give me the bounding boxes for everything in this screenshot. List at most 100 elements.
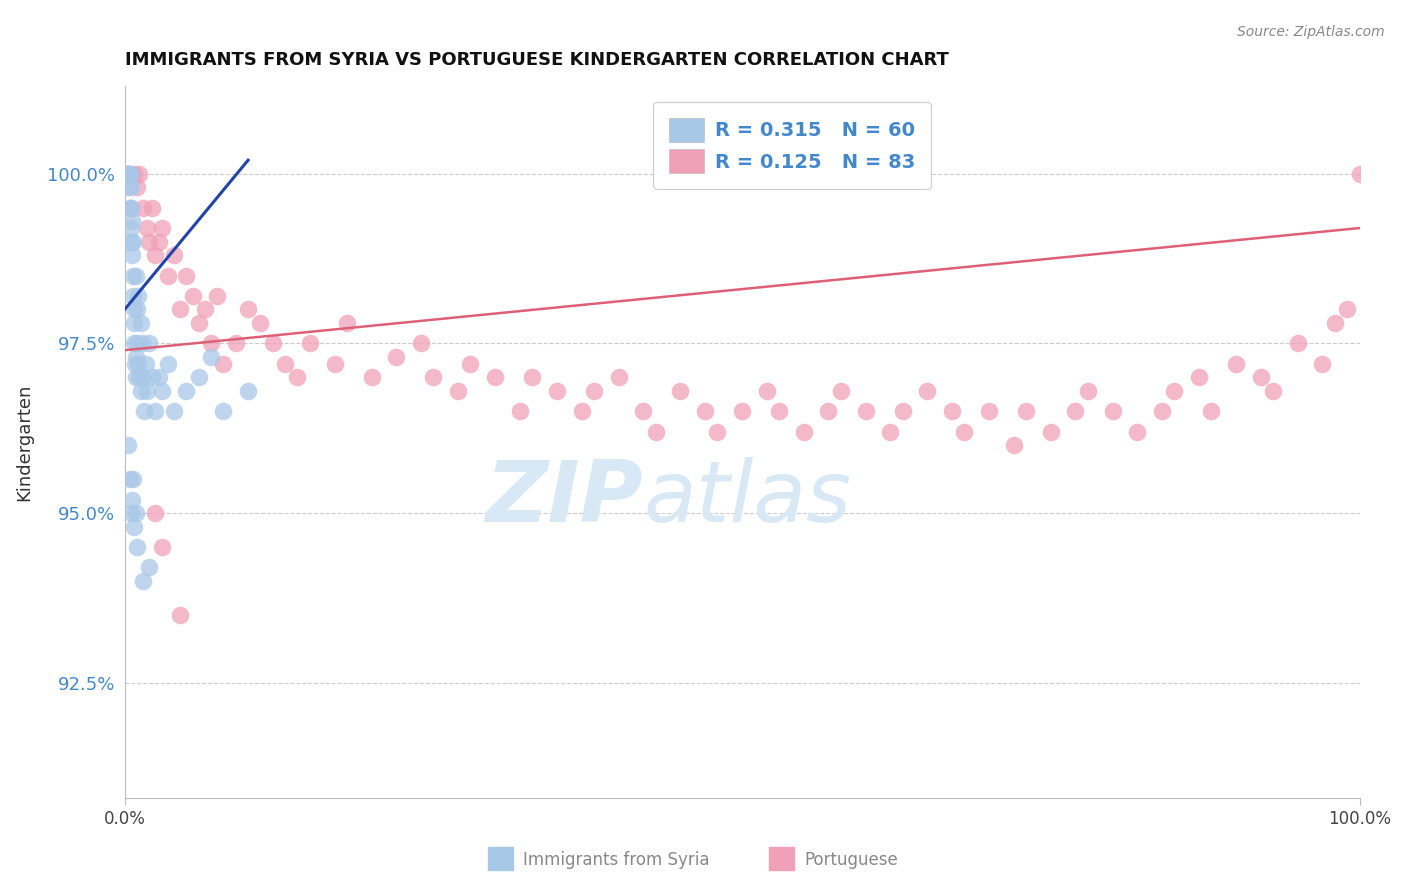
Point <box>156 268 179 283</box>
Point <box>122 235 145 249</box>
Point <box>125 180 148 194</box>
Point <box>141 201 163 215</box>
Point <box>118 472 141 486</box>
Point <box>120 235 142 249</box>
Point <box>1250 370 1272 384</box>
Point <box>1039 425 1062 439</box>
Point <box>546 384 568 398</box>
Point <box>879 425 901 439</box>
Point <box>125 370 148 384</box>
Point <box>122 472 145 486</box>
Point <box>187 370 209 384</box>
Point <box>132 201 155 215</box>
Point <box>145 506 167 520</box>
Point <box>118 167 141 181</box>
Point <box>125 336 148 351</box>
Point <box>176 268 198 283</box>
Point <box>128 370 150 384</box>
Point <box>135 357 157 371</box>
Point <box>484 370 506 384</box>
Point <box>1101 404 1123 418</box>
Point <box>125 268 148 283</box>
Point <box>122 316 145 330</box>
Point <box>141 370 163 384</box>
Text: Source: ZipAtlas.com: Source: ZipAtlas.com <box>1237 25 1385 39</box>
Point <box>150 221 173 235</box>
Point <box>118 201 141 215</box>
Point <box>1077 384 1099 398</box>
Legend: R = 0.315   N = 60, R = 0.125   N = 83: R = 0.315 N = 60, R = 0.125 N = 83 <box>652 103 931 189</box>
Point <box>768 404 790 418</box>
Point <box>855 404 877 418</box>
Point <box>1286 336 1309 351</box>
Point <box>207 289 229 303</box>
Point <box>409 336 432 351</box>
Point <box>115 167 138 181</box>
Point <box>633 404 655 418</box>
Point <box>117 180 139 194</box>
Point <box>693 404 716 418</box>
Point <box>731 404 754 418</box>
Point <box>125 350 148 364</box>
Point <box>125 540 148 554</box>
Point <box>200 350 222 364</box>
Point <box>236 302 259 317</box>
Point <box>118 167 141 181</box>
Point <box>1336 302 1358 317</box>
Point <box>125 302 148 317</box>
Point <box>298 336 321 351</box>
Point <box>249 316 271 330</box>
Point <box>1201 404 1223 418</box>
Point <box>1015 404 1038 418</box>
Point <box>128 167 150 181</box>
Point <box>1163 384 1185 398</box>
Point <box>120 201 142 215</box>
Point <box>447 384 470 398</box>
Point <box>135 384 157 398</box>
Point <box>134 404 156 418</box>
Point <box>891 404 914 418</box>
Point <box>200 336 222 351</box>
Point <box>225 336 247 351</box>
Point <box>817 404 839 418</box>
Point <box>323 357 346 371</box>
Point <box>124 167 146 181</box>
Point <box>1188 370 1211 384</box>
Point <box>187 316 209 330</box>
Point <box>571 404 593 418</box>
Point <box>138 235 160 249</box>
Point <box>150 384 173 398</box>
Point <box>941 404 963 418</box>
Point <box>287 370 309 384</box>
Point <box>131 336 153 351</box>
Point <box>124 519 146 533</box>
Text: Portuguese: Portuguese <box>804 851 898 869</box>
Point <box>194 302 217 317</box>
Point <box>422 370 444 384</box>
Point <box>706 425 728 439</box>
Point <box>156 357 179 371</box>
Point <box>115 167 138 181</box>
Point <box>977 404 1000 418</box>
Point <box>138 336 160 351</box>
Point <box>1261 384 1284 398</box>
Point <box>181 289 204 303</box>
Point <box>212 404 235 418</box>
Point <box>274 357 297 371</box>
Point <box>212 357 235 371</box>
Point <box>509 404 531 418</box>
Point <box>169 607 191 622</box>
Point <box>120 201 142 215</box>
Point <box>117 438 139 452</box>
Point <box>755 384 778 398</box>
Point <box>1323 316 1346 330</box>
Point <box>124 357 146 371</box>
Point <box>1150 404 1173 418</box>
Point <box>150 540 173 554</box>
Point <box>121 268 143 283</box>
Point <box>125 506 148 520</box>
Point <box>135 221 157 235</box>
Point <box>115 167 138 181</box>
Point <box>953 425 976 439</box>
Point <box>169 302 191 317</box>
